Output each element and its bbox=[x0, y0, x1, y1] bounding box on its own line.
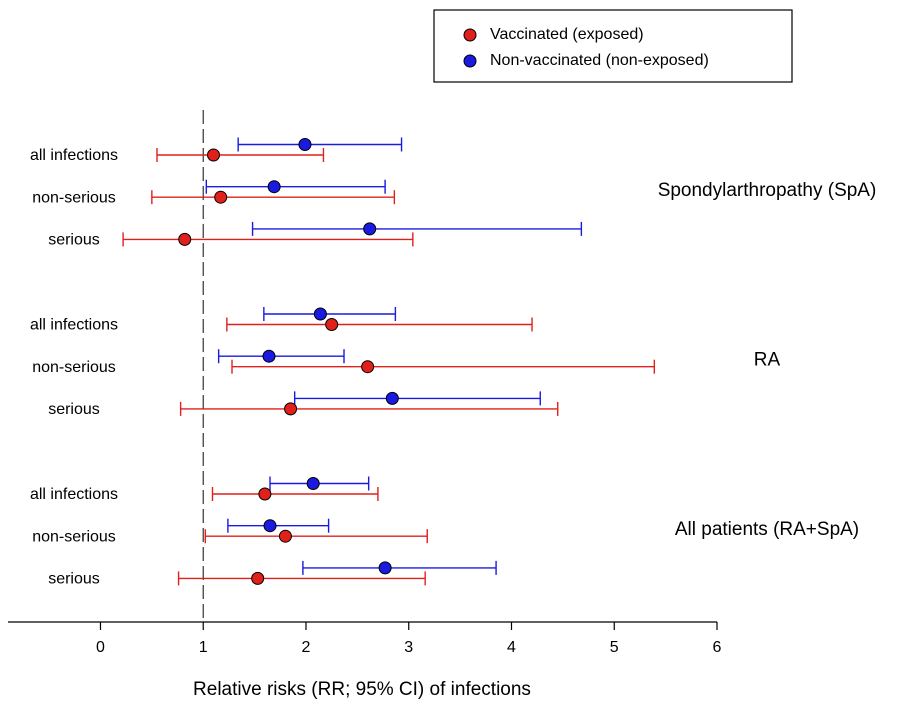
x-tick-label: 3 bbox=[404, 639, 413, 656]
legend-box bbox=[433, 9, 793, 83]
point-estimate bbox=[385, 391, 399, 405]
row-label: serious bbox=[48, 232, 100, 249]
legend-label: Non-vaccinated (non-exposed) bbox=[490, 52, 709, 69]
point-estimate bbox=[325, 318, 339, 331]
point-estimate bbox=[298, 138, 312, 151]
group-label: All patients (RA+SpA) bbox=[675, 519, 859, 540]
x-tick-label: 6 bbox=[713, 639, 722, 656]
x-tick-label: 4 bbox=[507, 639, 516, 656]
legend-marker bbox=[463, 28, 477, 42]
x-tick-label: 2 bbox=[302, 639, 311, 656]
row-label: serious bbox=[48, 571, 100, 588]
x-tick-label: 5 bbox=[610, 639, 619, 656]
group-label: RA bbox=[754, 350, 781, 371]
legend-label: Vaccinated (exposed) bbox=[490, 26, 644, 43]
x-axis-title: Relative risks (RR; 95% CI) of infection… bbox=[193, 679, 531, 700]
point-estimate bbox=[278, 529, 292, 543]
point-estimate bbox=[258, 487, 272, 501]
point-estimate bbox=[214, 190, 228, 204]
point-estimate bbox=[306, 477, 320, 490]
row-label: all infections bbox=[30, 317, 118, 334]
x-tick-label: 1 bbox=[199, 639, 208, 656]
row-label: all infections bbox=[30, 486, 118, 503]
point-estimate bbox=[178, 232, 192, 246]
point-estimate bbox=[361, 360, 375, 374]
point-estimate bbox=[262, 349, 276, 363]
point-estimate bbox=[263, 519, 277, 533]
row-label: non-serious bbox=[32, 528, 116, 545]
row-label: all infections bbox=[30, 147, 118, 164]
x-tick-label: 0 bbox=[96, 639, 105, 656]
row-label: non-serious bbox=[32, 189, 116, 206]
row-label: non-serious bbox=[32, 359, 116, 376]
point-estimate bbox=[313, 307, 327, 321]
point-estimate bbox=[363, 222, 377, 236]
row-label: serious bbox=[48, 401, 100, 418]
point-estimate bbox=[267, 180, 281, 194]
point-estimate bbox=[378, 561, 392, 575]
point-estimate bbox=[207, 148, 221, 162]
group-label: Spondylarthropathy (SpA) bbox=[658, 180, 877, 201]
legend-marker bbox=[463, 54, 477, 68]
point-estimate bbox=[284, 402, 298, 416]
point-estimate bbox=[251, 571, 265, 585]
